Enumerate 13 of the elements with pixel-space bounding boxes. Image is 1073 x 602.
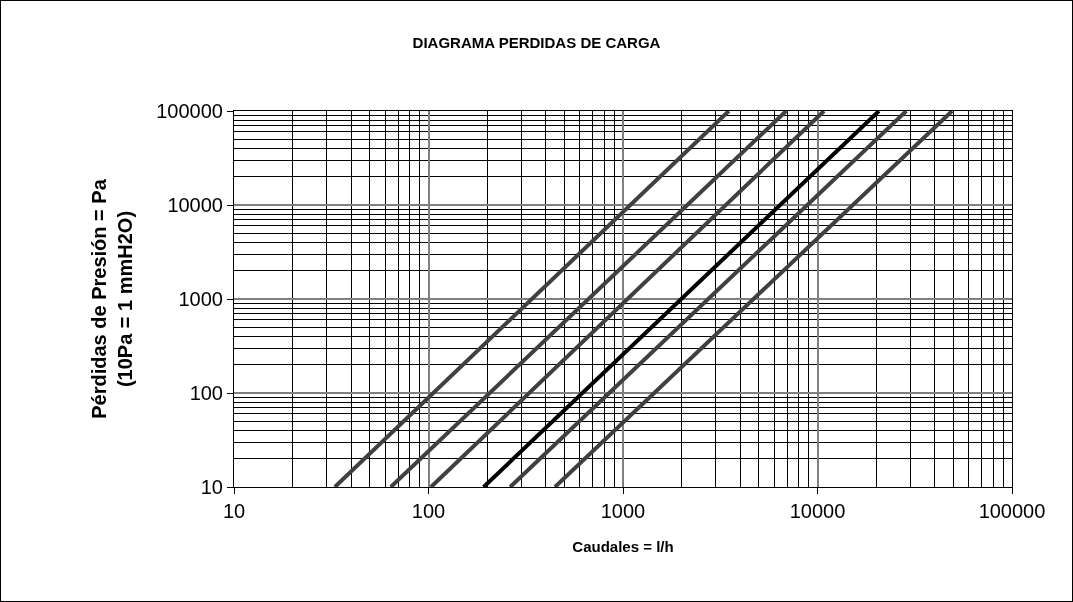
y-tick-label: 1000	[178, 288, 223, 310]
x-tick-label: 10000	[789, 500, 846, 522]
x-tick-label: 1000	[600, 500, 646, 522]
y-tick-label: 100000	[156, 100, 223, 122]
x-tick-label: 100000	[978, 500, 1046, 522]
x-axis-title: Caudales = l/h	[572, 538, 674, 555]
y-tick-label: 100	[189, 382, 223, 404]
x-tick-label: 100	[411, 500, 446, 522]
y-axis-title: Pérdidas de Presión = Pa (10Pa = 1 mmH2O)	[87, 178, 136, 419]
x-tick-label: 10	[222, 500, 246, 522]
chart-title: DIAGRAMA PERDIDAS DE CARGA	[412, 33, 661, 51]
y-tick-label: 10000	[167, 194, 223, 216]
y-tick-label: 10	[200, 476, 223, 498]
